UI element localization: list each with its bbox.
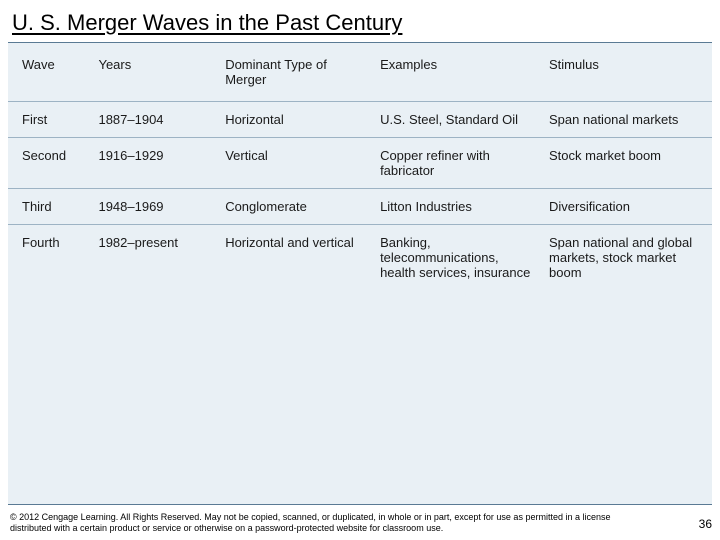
- cell-years: 1916–1929: [92, 138, 219, 189]
- cell-examples: Banking, telecommunications, health serv…: [374, 225, 543, 291]
- slide: U. S. Merger Waves in the Past Century W…: [0, 0, 720, 540]
- table-row: Fourth 1982–present Horizontal and verti…: [8, 225, 712, 291]
- cell-type: Vertical: [219, 138, 374, 189]
- table-row: Second 1916–1929 Vertical Copper refiner…: [8, 138, 712, 189]
- cell-years: 1982–present: [92, 225, 219, 291]
- cell-wave: Fourth: [8, 225, 92, 291]
- col-header-type: Dominant Type of Merger: [219, 43, 374, 102]
- table-row: Third 1948–1969 Conglomerate Litton Indu…: [8, 189, 712, 225]
- slide-footer: © 2012 Cengage Learning. All Rights Rese…: [0, 506, 720, 540]
- col-header-years: Years: [92, 43, 219, 102]
- col-header-examples: Examples: [374, 43, 543, 102]
- table-row: First 1887–1904 Horizontal U.S. Steel, S…: [8, 102, 712, 138]
- cell-wave: Third: [8, 189, 92, 225]
- cell-type: Conglomerate: [219, 189, 374, 225]
- cell-examples: U.S. Steel, Standard Oil: [374, 102, 543, 138]
- cell-years: 1887–1904: [92, 102, 219, 138]
- cell-type: Horizontal and vertical: [219, 225, 374, 291]
- slide-title: U. S. Merger Waves in the Past Century: [0, 0, 720, 42]
- cell-examples: Copper refiner with fabricator: [374, 138, 543, 189]
- col-header-stimulus: Stimulus: [543, 43, 712, 102]
- merger-waves-table: Wave Years Dominant Type of Merger Examp…: [8, 43, 712, 290]
- page-number: 36: [699, 517, 712, 534]
- cell-years: 1948–1969: [92, 189, 219, 225]
- cell-stimulus: Diversification: [543, 189, 712, 225]
- merger-waves-table-wrap: Wave Years Dominant Type of Merger Examp…: [8, 42, 712, 291]
- copyright-text: © 2012 Cengage Learning. All Rights Rese…: [10, 512, 650, 535]
- table-header-row: Wave Years Dominant Type of Merger Examp…: [8, 43, 712, 102]
- cell-stimulus: Stock market boom: [543, 138, 712, 189]
- cell-stimulus: Span national and global markets, stock …: [543, 225, 712, 291]
- table-filler-area: [8, 290, 712, 505]
- cell-type: Horizontal: [219, 102, 374, 138]
- cell-wave: Second: [8, 138, 92, 189]
- col-header-wave: Wave: [8, 43, 92, 102]
- cell-examples: Litton Industries: [374, 189, 543, 225]
- cell-stimulus: Span national markets: [543, 102, 712, 138]
- cell-wave: First: [8, 102, 92, 138]
